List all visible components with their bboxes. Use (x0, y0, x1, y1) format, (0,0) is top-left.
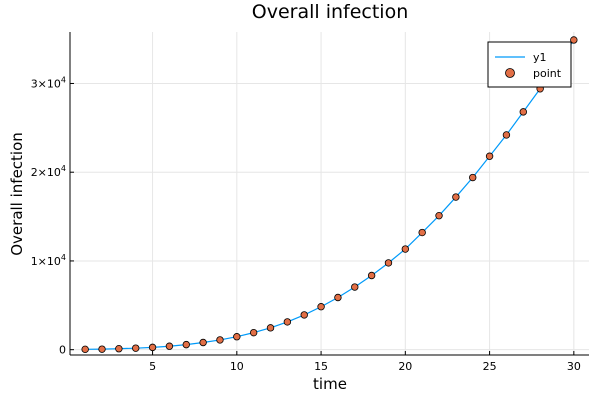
data-point (519, 108, 527, 116)
data-point (148, 343, 157, 352)
y-tick-label: 3×104 (31, 75, 66, 90)
data-point (367, 271, 376, 280)
data-point (418, 228, 426, 237)
legend: y1 point (487, 41, 572, 88)
data-point (266, 324, 275, 332)
data-point (384, 259, 393, 267)
data-point (165, 342, 174, 350)
x-tick-label: 20 (398, 360, 412, 373)
data-point (435, 211, 443, 220)
data-point (283, 318, 292, 326)
y-tick-label: 1×104 (31, 253, 66, 268)
data-point (401, 245, 410, 253)
axes (69, 32, 589, 356)
data-point (115, 344, 123, 353)
legend-label-point: point (533, 67, 562, 80)
x-tick-label: 30 (567, 360, 581, 373)
legend-point-swatch (505, 68, 515, 78)
data-point (132, 344, 140, 352)
legend-box (487, 41, 572, 88)
data-point (216, 336, 224, 344)
x-tick-label: 10 (230, 360, 244, 373)
data-point (249, 328, 258, 337)
data-point (199, 338, 207, 347)
data-point (570, 36, 578, 44)
data-point (485, 152, 494, 160)
data-point (233, 333, 241, 341)
data-point (182, 340, 190, 349)
data-point (300, 311, 308, 319)
data-point (317, 303, 325, 311)
series-layer (81, 36, 578, 354)
data-point (452, 193, 460, 201)
data-point (502, 131, 511, 139)
x-tick-label: 25 (483, 360, 497, 373)
chart-title: Overall infection (252, 1, 408, 23)
data-point (469, 173, 477, 182)
legend-label-y1: y1 (533, 51, 547, 64)
x-axis-label: time (313, 375, 347, 393)
data-point (98, 345, 106, 353)
x-tick-label: 5 (149, 360, 156, 373)
y-ticks: 0 1×104 2×104 3×104 (31, 75, 74, 357)
y-axis-label: Overall infection (8, 132, 26, 256)
y-tick-label: 2×104 (31, 164, 66, 179)
y-tick-label: 0 (59, 344, 66, 357)
x-ticks: 5 10 15 20 25 30 (149, 351, 581, 373)
x-tick-label: 15 (314, 360, 328, 373)
data-point (334, 293, 342, 302)
data-point (81, 345, 89, 354)
data-point (351, 283, 359, 291)
